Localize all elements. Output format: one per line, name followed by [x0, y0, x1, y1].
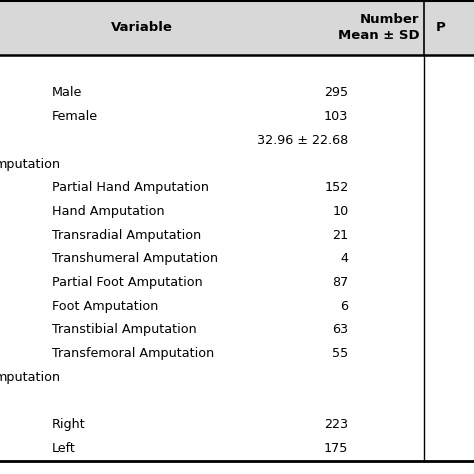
Text: 103: 103 — [324, 110, 348, 123]
Text: 223: 223 — [324, 418, 348, 431]
Text: 21: 21 — [332, 228, 348, 242]
Text: Transtibial Amputation: Transtibial Amputation — [52, 323, 197, 337]
Text: P: P — [436, 21, 446, 34]
Text: Variable: Variable — [111, 21, 173, 34]
Text: Number
Mean ± SD: Number Mean ± SD — [338, 13, 419, 42]
Text: 175: 175 — [324, 442, 348, 455]
Text: Transradial Amputation: Transradial Amputation — [52, 228, 201, 242]
Text: Transfemoral Amputation: Transfemoral Amputation — [52, 347, 214, 360]
Text: mputation: mputation — [0, 157, 62, 171]
Text: Left: Left — [52, 442, 76, 455]
Text: 55: 55 — [332, 347, 348, 360]
Text: 87: 87 — [332, 276, 348, 289]
Text: 295: 295 — [324, 86, 348, 100]
Text: mputation: mputation — [0, 371, 62, 384]
Text: Right: Right — [52, 418, 86, 431]
Text: 10: 10 — [332, 205, 348, 218]
Text: Female: Female — [52, 110, 98, 123]
Text: 32.96 ± 22.68: 32.96 ± 22.68 — [257, 134, 348, 147]
Text: Hand Amputation: Hand Amputation — [52, 205, 165, 218]
Text: Foot Amputation: Foot Amputation — [52, 300, 158, 313]
Text: Transhumeral Amputation: Transhumeral Amputation — [52, 252, 218, 265]
Text: 4: 4 — [340, 252, 348, 265]
Text: 6: 6 — [340, 300, 348, 313]
Text: 63: 63 — [332, 323, 348, 337]
Text: Partial Foot Amputation: Partial Foot Amputation — [52, 276, 203, 289]
Text: 152: 152 — [324, 181, 348, 194]
Text: Male: Male — [52, 86, 82, 100]
Text: Partial Hand Amputation: Partial Hand Amputation — [52, 181, 209, 194]
Bar — [0, 0, 474, 55]
